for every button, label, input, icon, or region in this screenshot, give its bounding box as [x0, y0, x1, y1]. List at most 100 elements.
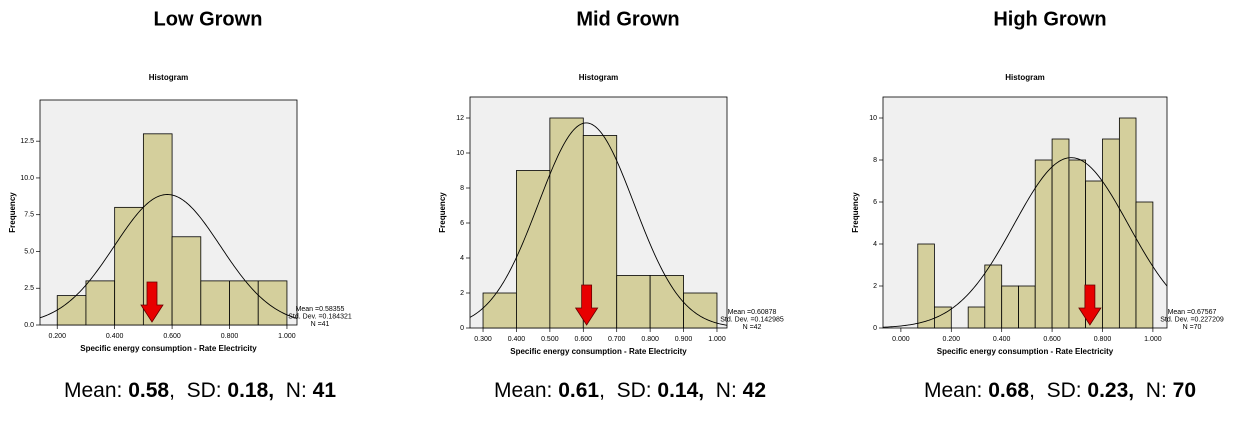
arrow-marker — [574, 284, 599, 326]
caption-part: 0.23, — [1087, 379, 1134, 402]
y-tick-label: 12.5 — [20, 138, 34, 145]
y-axis-label: Frequency — [851, 192, 860, 233]
x-tick-label: 0.600 — [575, 336, 593, 343]
arrow-marker — [140, 281, 164, 323]
x-axis-label: Specific energy consumption - Rate Elect… — [510, 347, 687, 356]
bar — [482, 292, 517, 329]
caption: Mean: 0.68, SD: 0.23, N: 70 — [924, 379, 1196, 402]
x-tick-label: 0.700 — [608, 336, 626, 343]
bar — [200, 280, 230, 326]
y-tick-label: 4 — [873, 241, 877, 248]
stats-text: Mean =0.60878 — [728, 309, 777, 316]
histogram-panel: Mid Grown Histogram 0 2 4 6 8 10 12 0.300 0.400 0.5… — [438, 8, 784, 401]
chart-subtitle: Histogram — [579, 73, 619, 82]
y-tick-label: 12 — [456, 115, 464, 122]
caption-part: N: — [1134, 379, 1173, 402]
bar — [616, 275, 651, 329]
caption-part: 42 — [743, 379, 766, 402]
normal-curve — [40, 194, 297, 319]
bar — [683, 292, 718, 329]
bar — [1102, 138, 1120, 329]
caption-part: N: — [704, 379, 743, 402]
stats-text: Mean =0.67567 — [1168, 309, 1217, 316]
normal-curve — [883, 157, 1167, 328]
x-tick-label: 1.000 — [708, 336, 726, 343]
y-tick-label: 0 — [873, 325, 877, 332]
x-tick-label: 0.200 — [48, 333, 66, 340]
y-tick-label: 0.0 — [24, 322, 34, 329]
chart-subtitle: Histogram — [1005, 73, 1045, 82]
x-tick-label: 0.400 — [106, 333, 124, 340]
x-tick-label: 1.000 — [1144, 336, 1162, 343]
caption-part: Mean: — [494, 379, 558, 402]
caption-part: N: — [274, 379, 313, 402]
y-tick-label: 0 — [460, 325, 464, 332]
y-tick-label: 4 — [460, 255, 464, 262]
chart-subtitle: Histogram — [149, 73, 189, 82]
bar — [1034, 159, 1053, 329]
x-tick-label: 0.600 — [163, 333, 181, 340]
x-tick-label: 0.600 — [1043, 336, 1061, 343]
y-tick-label: 10 — [456, 150, 464, 157]
caption-part: 0.61 — [558, 379, 599, 402]
caption-part: 70 — [1173, 379, 1196, 402]
y-tick-label: 8 — [460, 185, 464, 192]
caption-part: , SD: — [169, 379, 227, 402]
x-axis-label: Specific energy consumption - Rate Elect… — [80, 344, 257, 353]
y-tick-label: 7.5 — [24, 212, 34, 219]
x-axis-label: Specific energy consumption - Rate Elect… — [937, 347, 1114, 356]
bar — [1051, 138, 1070, 329]
x-tick-label: 0.800 — [1094, 336, 1112, 343]
x-tick-label: 0.800 — [221, 333, 239, 340]
caption-part: , SD: — [599, 379, 657, 402]
y-tick-label: 10 — [869, 115, 877, 122]
y-tick-label: 6 — [873, 199, 877, 206]
stats-text: N =70 — [1183, 324, 1202, 331]
stats-text: N =41 — [311, 321, 330, 328]
bar — [549, 117, 584, 329]
x-tick-label: 0.200 — [943, 336, 961, 343]
caption-part: Mean: — [924, 379, 988, 402]
y-tick-label: 2 — [460, 290, 464, 297]
panel-title: Low Grown — [154, 8, 263, 30]
y-tick-label: 5.0 — [24, 248, 34, 255]
normal-curve — [470, 122, 727, 326]
bar — [229, 280, 259, 326]
caption-part: 41 — [313, 379, 337, 402]
bar — [1068, 159, 1087, 329]
bar — [1135, 201, 1154, 329]
caption: Mean: 0.61, SD: 0.14, N: 42 — [494, 379, 766, 402]
bar — [1018, 285, 1036, 329]
caption-part: Mean: — [64, 379, 128, 402]
stats-text: Std. Dev. =0.184321 — [288, 313, 352, 320]
y-tick-label: 2 — [873, 283, 877, 290]
bar — [967, 306, 986, 329]
bar — [171, 236, 202, 326]
caption-part: 0.18, — [227, 379, 274, 402]
panel-title: High Grown — [993, 8, 1106, 30]
bar — [917, 243, 935, 329]
bar — [85, 280, 116, 326]
bar — [257, 280, 288, 326]
bar — [984, 264, 1003, 329]
caption: Mean: 0.58, SD: 0.18, N: 41 — [64, 379, 336, 402]
caption-part: , SD: — [1029, 379, 1087, 402]
x-tick-label: 0.800 — [641, 336, 659, 343]
histogram-panel: High Grown Histogram 0 2 4 6 8 10 0.000 0.200 0.40… — [851, 8, 1224, 401]
stats-text: Mean =0.58355 — [296, 306, 345, 313]
bar — [516, 170, 551, 329]
bar — [1001, 285, 1019, 329]
stats-text: N =42 — [743, 324, 762, 331]
x-tick-label: 0.000 — [892, 336, 910, 343]
arrow-marker — [1078, 284, 1102, 326]
y-tick-label: 6 — [460, 220, 464, 227]
x-tick-label: 0.500 — [541, 336, 559, 343]
caption-part: 0.58 — [128, 379, 169, 402]
bar — [56, 295, 87, 326]
panel-title: Mid Grown — [576, 8, 679, 30]
stats-text: Std. Dev. =0.227209 — [1160, 316, 1224, 323]
caption-part: 0.68 — [988, 379, 1029, 402]
y-axis-label: Frequency — [8, 192, 17, 233]
caption-part: 0.14, — [657, 379, 704, 402]
